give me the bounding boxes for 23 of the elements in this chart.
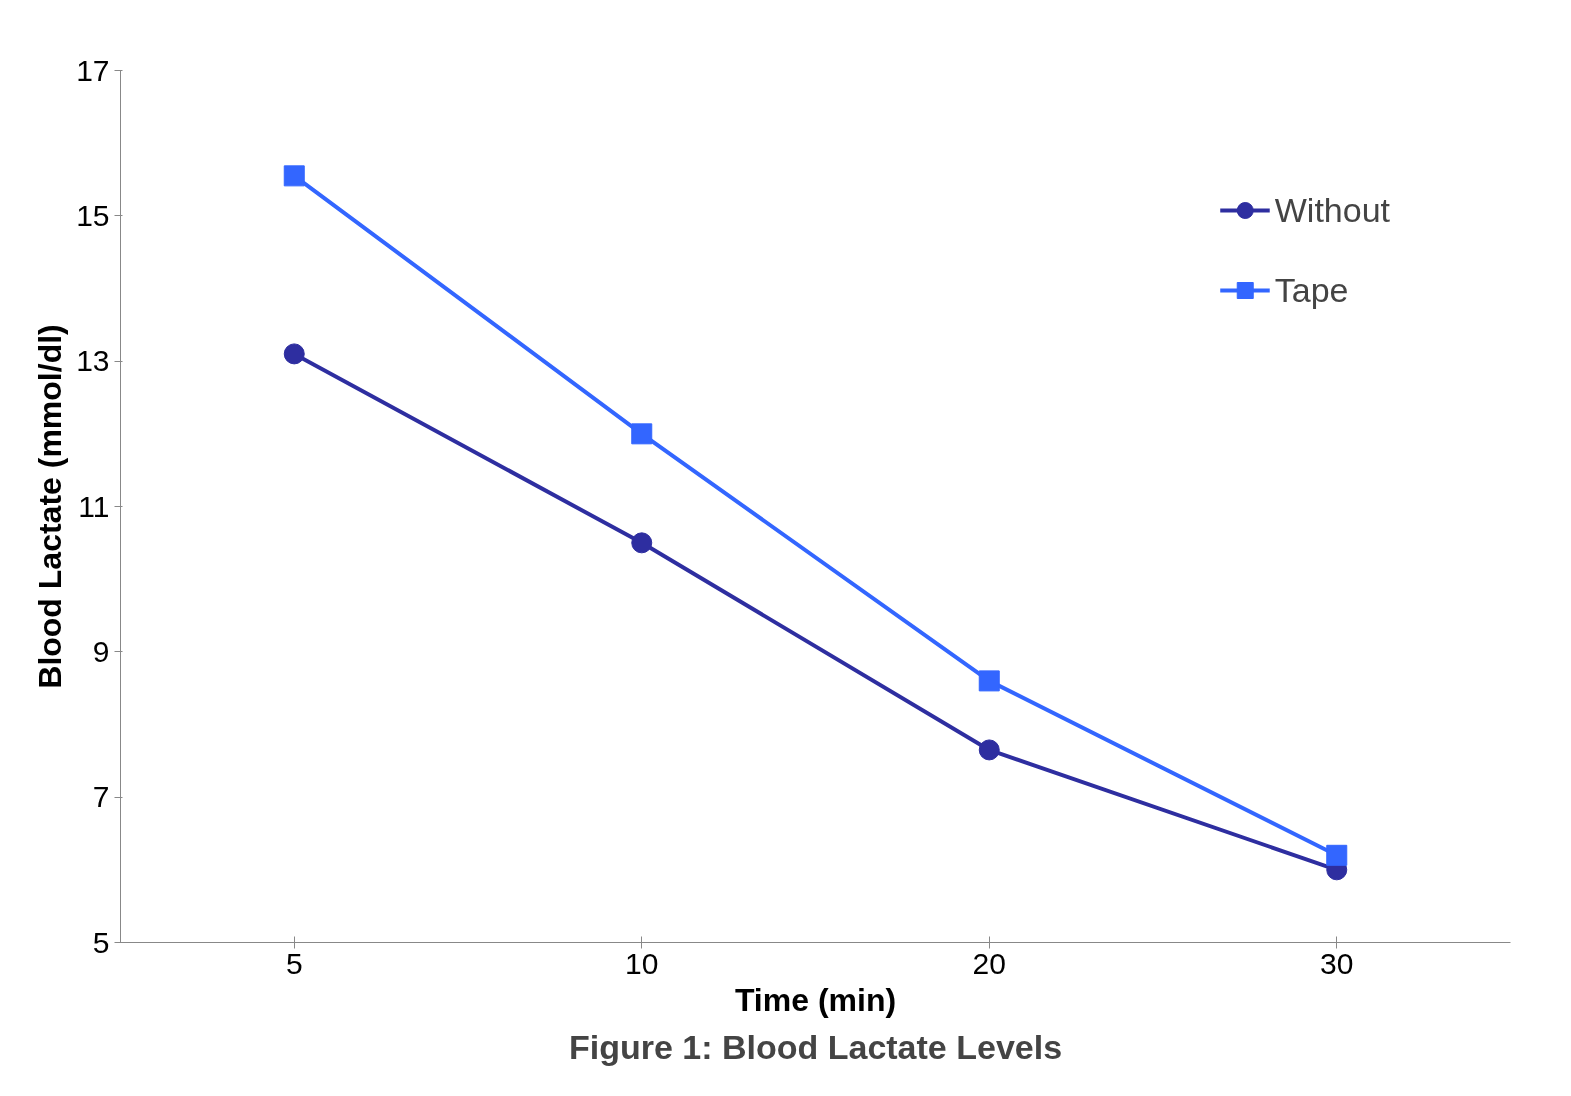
y-tick-label: 15 bbox=[76, 198, 110, 232]
x-tick-label: 5 bbox=[285, 946, 303, 980]
point bbox=[283, 165, 305, 187]
x-axis-title: Time (min) bbox=[734, 981, 897, 1018]
y-tick-label: 17 bbox=[76, 53, 110, 87]
point bbox=[978, 670, 1000, 692]
y-tick-label: 11 bbox=[78, 489, 110, 523]
y-axis-title: Blood Lactate (mmol/dl) bbox=[32, 324, 69, 689]
legend-label: Tape bbox=[1274, 270, 1349, 310]
y-tick-label: 5 bbox=[92, 925, 110, 959]
x-tick-label: 10 bbox=[625, 946, 659, 980]
y-tick-label: 9 bbox=[92, 634, 110, 668]
point bbox=[631, 532, 653, 554]
y-tick-label: 7 bbox=[92, 780, 110, 814]
x-tick-label: 20 bbox=[972, 946, 1006, 980]
point bbox=[978, 739, 1000, 761]
x-tick-label: 30 bbox=[1320, 946, 1354, 980]
point bbox=[631, 423, 653, 445]
text: Figure 1: Blood Lactate Levels bbox=[568, 1027, 1063, 1066]
y-tick-label: 13 bbox=[76, 344, 110, 378]
legend-label: Without bbox=[1274, 190, 1390, 230]
point bbox=[1326, 844, 1348, 866]
point bbox=[283, 343, 305, 365]
